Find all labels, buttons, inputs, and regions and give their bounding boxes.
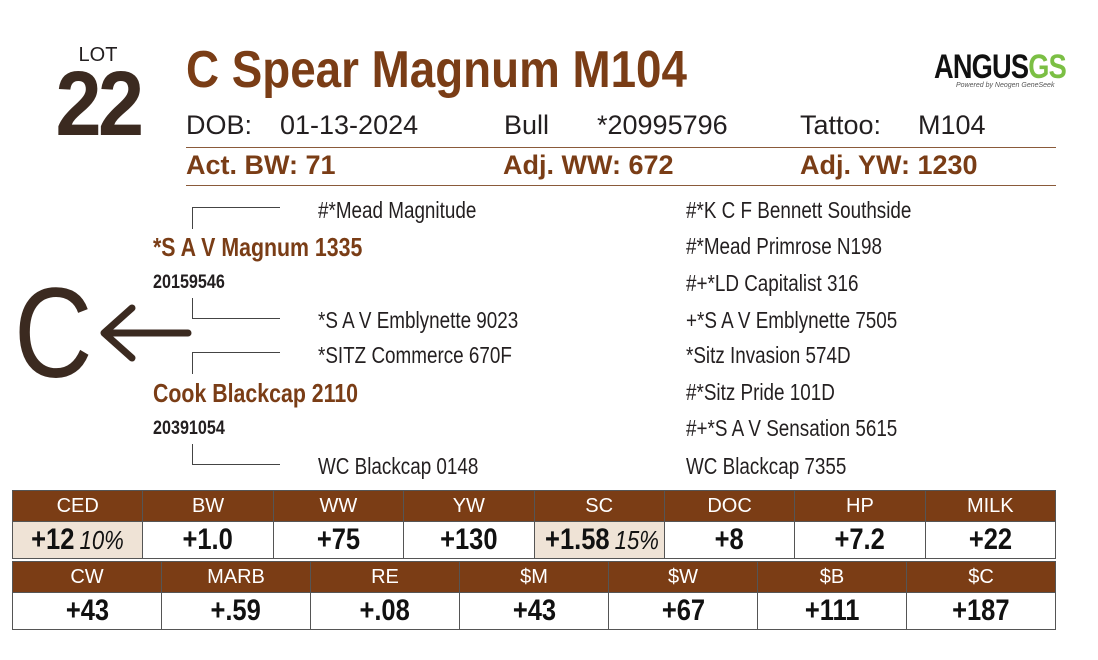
- epd-number: +7.2: [834, 523, 886, 556]
- epd-value-marb: +.59: [161, 592, 311, 630]
- great-grandparent: #*K C F Bennett Southside: [686, 197, 912, 223]
- epd-value-ced: +12 10%: [11, 521, 144, 559]
- epd-number: +22: [968, 523, 1012, 556]
- act-bw: Act. BW: 71: [186, 150, 336, 180]
- pedigree-line: [192, 298, 193, 318]
- logo-main-text: ANGUS: [934, 48, 1029, 86]
- dob-label: DOB:: [186, 110, 253, 140]
- divider-top: [186, 147, 1056, 148]
- epd-value-bw: +1.0: [142, 521, 274, 559]
- sire-name: *S A V Magnum 1335: [153, 232, 363, 262]
- epd-percentile: 10%: [79, 525, 124, 555]
- epd-number: +.08: [359, 594, 411, 627]
- dam-name: Cook Blackcap 2110: [153, 378, 359, 408]
- pedigree-line: [192, 444, 193, 464]
- great-grandparent: #+*LD Capitalist 316: [686, 270, 859, 296]
- epd-value-dollar-w: +67: [608, 592, 758, 630]
- great-grandparent: #+*S A V Sensation 5615: [686, 415, 898, 441]
- adj-ww: Adj. WW: 672: [503, 150, 674, 180]
- epd-header-dollar-m: $M: [459, 561, 609, 593]
- epd-number: +.59: [210, 594, 262, 627]
- pedigree-line: [192, 318, 280, 319]
- epd-table-primary: CED BW WW YW SC DOC HP MILK +12 10% +1.0 +75 +130 +1…: [11, 490, 1057, 559]
- epd-number: +67: [661, 594, 705, 627]
- epd-number: +8: [715, 523, 745, 556]
- epd-value-milk: +22: [924, 521, 1057, 559]
- epd-number: +187: [952, 594, 1010, 627]
- grandparent: #*Mead Magnitude: [318, 197, 477, 223]
- great-grandparent: #*Sitz Pride 101D: [686, 379, 835, 405]
- epd-header-marb: MARB: [161, 561, 311, 593]
- epd-header-hp: HP: [794, 490, 926, 522]
- epd-number: +43: [65, 594, 109, 627]
- epd-number: +1.58: [544, 523, 610, 556]
- sex-value: Bull: [504, 110, 550, 140]
- grandparent: *S A V Emblynette 9023: [318, 307, 519, 333]
- epd-value-re: +.08: [310, 592, 460, 630]
- pedigree-line: [192, 207, 193, 229]
- sire-registration: 20159546: [153, 272, 225, 293]
- epd-header-dollar-w: $W: [608, 561, 758, 593]
- great-grandparent: *Sitz Invasion 574D: [686, 342, 851, 368]
- great-grandparent: WC Blackcap 7355: [686, 453, 847, 479]
- epd-table-indexes: CW MARB RE $M $W $B $C +43 +.59 +.08 +43 +67 +111 +1…: [12, 561, 1056, 630]
- epd-value-dollar-b: +111: [757, 592, 907, 630]
- epd-number: +1.0: [182, 523, 234, 556]
- epd-number: +130: [440, 523, 498, 556]
- epd-value-hp: +7.2: [794, 521, 926, 559]
- epd-value-yw: +130: [403, 521, 535, 559]
- great-grandparent: +*S A V Emblynette 7505: [686, 307, 898, 333]
- pedigree-line: [192, 352, 193, 374]
- epd-percentile: 15%: [614, 525, 659, 555]
- angus-gs-logo: ANGUSGS Powered by Neogen GeneSeek: [934, 48, 1067, 100]
- epd-header-yw: YW: [403, 490, 535, 522]
- adj-yw: Adj. YW: 1230: [800, 150, 978, 180]
- epd-header-milk: MILK: [924, 490, 1057, 522]
- epd-header-doc: DOC: [663, 490, 796, 522]
- epd-value-cw: +43: [12, 592, 162, 630]
- grandparent: WC Blackcap 0148: [318, 453, 479, 479]
- dob-value: 01-13-2024: [280, 110, 419, 140]
- epd-number: +111: [804, 594, 860, 627]
- logo-tagline: Powered by Neogen GeneSeek: [956, 82, 1055, 89]
- pedigree-line: [192, 464, 280, 465]
- pedigree-line: [192, 352, 280, 353]
- epd-header-re: RE: [310, 561, 460, 593]
- epd-value-sc: +1.58 15%: [533, 521, 665, 559]
- epd-value-dollar-m: +43: [459, 592, 609, 630]
- pedigree-line: [192, 207, 280, 208]
- epd-header-bw: BW: [142, 490, 274, 522]
- epd-header-dollar-c: $C: [906, 561, 1056, 593]
- lot-label: LOT: [78, 44, 118, 66]
- tattoo-label: Tattoo:: [800, 110, 882, 140]
- epd-number: +75: [316, 523, 361, 556]
- epd-header-ced: CED: [11, 490, 144, 522]
- registration-number: *20995796: [597, 110, 728, 140]
- category-marker: C: [14, 262, 93, 405]
- epd-value-ww: +75: [272, 521, 405, 559]
- epd-header-dollar-b: $B: [757, 561, 907, 593]
- epd-value-dollar-c: +187: [906, 592, 1056, 630]
- arrow-left-icon: [100, 304, 192, 362]
- tattoo-value: M104: [918, 110, 986, 140]
- epd-header-ww: WW: [272, 490, 405, 522]
- epd-value-doc: +8: [663, 521, 796, 559]
- logo-accent-text: GS: [1028, 48, 1067, 86]
- lot-number: 22: [55, 53, 145, 155]
- great-grandparent: #*Mead Primrose N198: [686, 233, 883, 259]
- grandparent: *SITZ Commerce 670F: [318, 342, 512, 368]
- divider-bottom: [186, 185, 1056, 186]
- epd-number: +12: [31, 523, 75, 556]
- epd-number: +43: [512, 594, 556, 627]
- epd-header-sc: SC: [533, 490, 665, 522]
- epd-header-cw: CW: [12, 561, 162, 593]
- dam-registration: 20391054: [153, 418, 225, 439]
- animal-name: C Spear Magnum M104: [186, 41, 687, 99]
